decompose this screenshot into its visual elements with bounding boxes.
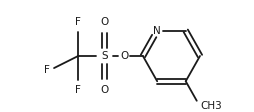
Text: F: F bbox=[44, 65, 50, 75]
Text: O: O bbox=[100, 85, 109, 95]
Text: O: O bbox=[100, 17, 109, 27]
Text: N: N bbox=[153, 26, 161, 36]
Text: S: S bbox=[101, 51, 108, 61]
Text: O: O bbox=[120, 51, 128, 61]
Text: F: F bbox=[75, 85, 81, 95]
Text: CH3: CH3 bbox=[200, 101, 222, 111]
Text: F: F bbox=[75, 17, 81, 27]
